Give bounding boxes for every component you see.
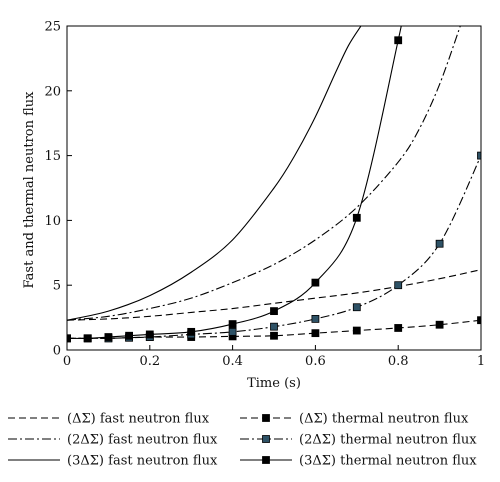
plot-frame — [66, 25, 482, 351]
legend-label: (ΔΣ) fast neutron flux — [67, 412, 210, 427]
y-axis-title: Fast and thermal neutron flux — [22, 91, 37, 289]
series-line-2 — [67, 26, 461, 321]
x-tick-label: 1 — [477, 354, 485, 369]
axes: 0 5 10 15 20 25 0 0.2 0.4 0.6 0.8 1 — [44, 20, 485, 370]
data-point — [477, 151, 481, 160]
legend-label: (ΔΣ) thermal neutron flux — [299, 412, 469, 427]
data-point — [125, 331, 133, 340]
y-tick-label: 0 — [53, 344, 61, 359]
plot-area — [67, 26, 481, 343]
data-point — [352, 213, 361, 222]
data-point — [187, 327, 196, 336]
data-point — [394, 281, 403, 290]
legend-label: (3ΔΣ) fast neutron flux — [67, 454, 218, 469]
data-point — [270, 307, 278, 316]
x-tick-label: 0.8 — [388, 354, 409, 369]
legend-item: (2ΔΣ) thermal neutron flux — [240, 433, 477, 448]
legend-label: (3ΔΣ) thermal neutron flux — [299, 454, 477, 469]
data-point — [311, 278, 320, 287]
legend-item: (3ΔΣ) fast neutron flux — [8, 454, 218, 469]
x-tick-label: 0.6 — [305, 354, 326, 369]
data-point — [477, 316, 481, 325]
legend-marker — [262, 456, 270, 464]
data-point — [104, 333, 113, 341]
data-point — [352, 326, 361, 335]
legend-item: (ΔΣ) thermal neutron flux — [240, 412, 469, 427]
legend-label: (2ΔΣ) fast neutron flux — [67, 433, 218, 448]
legend-item: (ΔΣ) fast neutron flux — [8, 412, 210, 427]
legend-marker — [262, 414, 270, 422]
x-tick-label: 0 — [63, 354, 71, 369]
data-point — [228, 327, 237, 336]
data-point — [83, 334, 92, 343]
data-point — [311, 314, 320, 323]
legend-item: (2ΔΣ) fast neutron flux — [8, 433, 218, 448]
data-point — [270, 322, 278, 331]
data-point — [145, 330, 154, 339]
data-point — [270, 331, 278, 340]
y-tick-label: 10 — [44, 214, 61, 229]
legend-marker — [262, 435, 270, 443]
series-line-1 — [67, 269, 481, 321]
x-tick-label: 0.2 — [139, 354, 160, 369]
y-tick-label: 15 — [44, 149, 61, 164]
legend-label: (2ΔΣ) thermal neutron flux — [299, 433, 477, 448]
series-group — [67, 26, 481, 343]
data-point — [435, 239, 444, 248]
series-line-3 — [67, 26, 362, 321]
x-tick-label: 0.4 — [222, 354, 243, 369]
data-point — [394, 36, 403, 45]
data-point — [394, 324, 403, 332]
y-tick-label: 25 — [44, 20, 61, 35]
x-axis-title: Time (s) — [247, 376, 301, 391]
data-point — [67, 334, 71, 343]
legend: (ΔΣ) fast neutron flux (ΔΣ) thermal neutr… — [8, 412, 477, 469]
legend-item: (3ΔΣ) thermal neutron flux — [240, 454, 477, 469]
data-point — [228, 320, 237, 328]
y-tick-label: 5 — [53, 279, 61, 294]
data-point — [435, 320, 444, 329]
y-tick-label: 20 — [44, 84, 61, 99]
data-point — [352, 303, 361, 312]
series-line-6 — [67, 26, 402, 339]
data-point — [311, 329, 320, 338]
